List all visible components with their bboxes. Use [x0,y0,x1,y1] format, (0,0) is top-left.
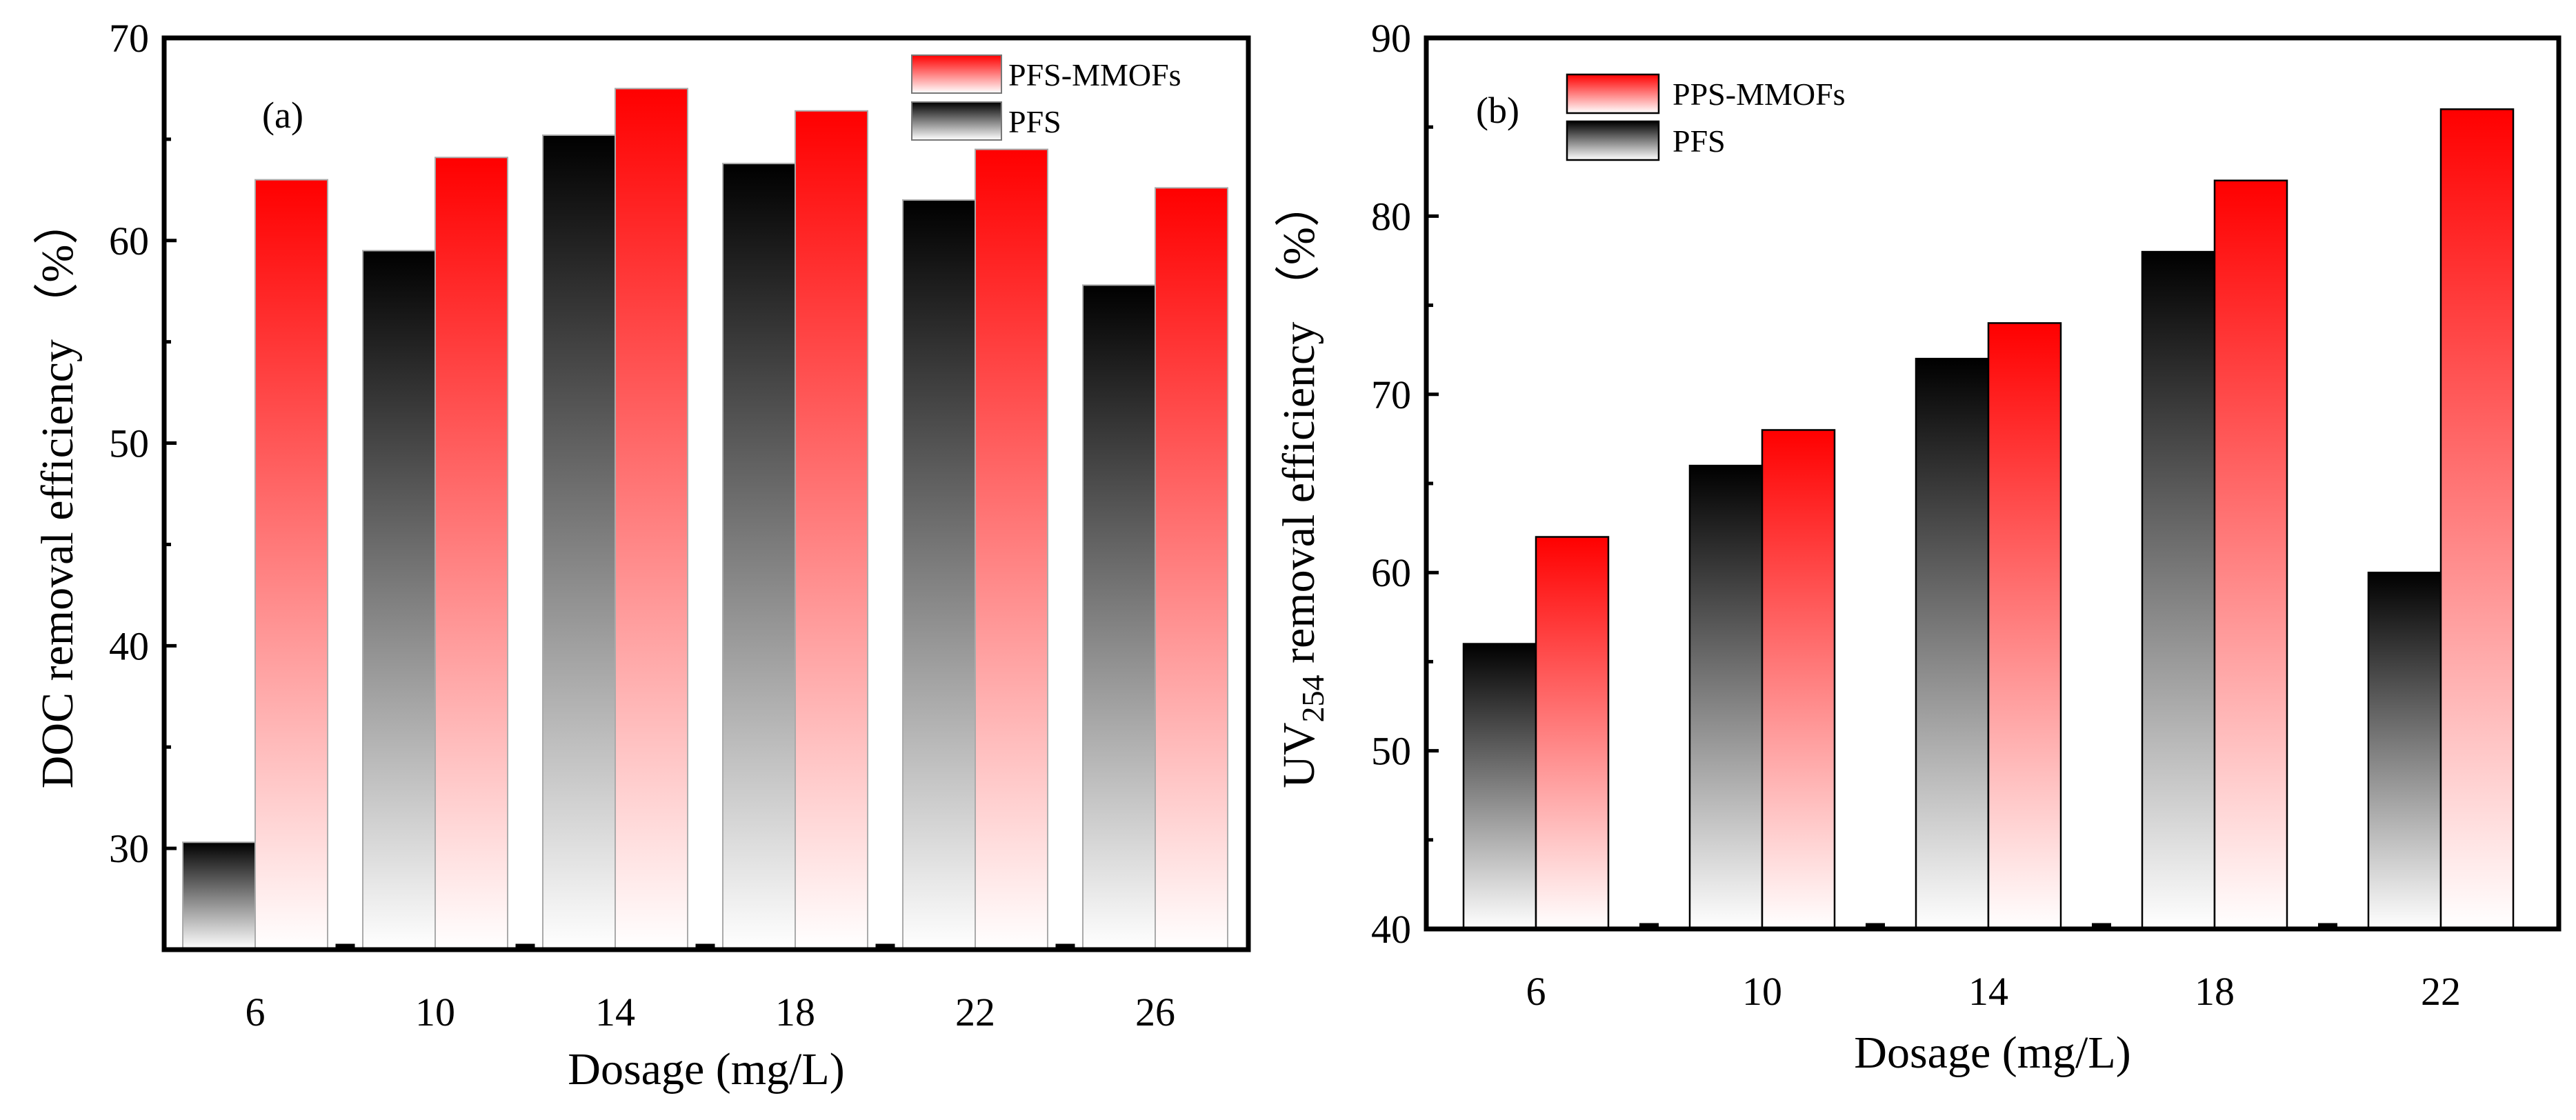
x-tick-label: 14 [1968,969,2008,1014]
panel-b-ticks: 40 50 60 70 80 90 6 10 14 18 22 [1371,16,2461,1014]
y-tick-label: 50 [109,421,149,466]
bar-pps-mmofs-10 [1761,429,1836,930]
panel-b-y-axis-title-main: UV [1274,723,1324,788]
bar-pfs-10 [362,250,436,950]
x-tick-label: 14 [595,990,635,1034]
y-tick-label: 40 [1371,907,1411,952]
x-tick-label: 18 [2195,969,2235,1014]
panel-a-label: (a) [262,94,303,136]
bar-pfs-6 [1462,643,1537,930]
panel-b-y-axis-title-subscript: 254 [1295,675,1330,723]
bar-pps-mmofs-18 [2213,179,2288,930]
panel-a-ticks: 30 40 50 60 70 6 10 14 18 22 26 [109,16,1175,1034]
legend-swatch-pfs-b [1566,120,1660,161]
y-tick-label: 50 [1371,729,1411,774]
x-tick-label: 26 [1135,990,1175,1034]
panel-a-bars [182,88,1228,951]
panel-b-y-axis-title: UV254 removal efficiency （%） [1274,181,1330,788]
legend-swatch-pfs-mmofs [911,54,1002,94]
x-tick-label: 6 [1526,969,1546,1014]
panel-b-y-axis-title-rest: removal efficiency （%） [1274,181,1324,674]
bar-pfs-mmofs-26 [1155,187,1228,951]
panel-b-label: (b) [1476,90,1519,131]
y-tick-label: 60 [109,219,149,263]
legend-label-pfs-mmofs: PFS-MMOFs [1008,57,1181,92]
legend-label-pps-mmofs: PPS-MMOFs [1673,77,1846,112]
bar-pfs-6 [182,841,256,950]
legend-label-pfs-b: PFS [1673,123,1726,159]
bar-pfs-18 [2141,250,2216,930]
y-tick-label: 30 [109,826,149,871]
bar-pfs-mmofs-14 [615,88,688,950]
y-tick-label: 70 [109,16,149,61]
x-tick-label: 10 [415,990,455,1034]
panel-b-bars [1462,108,2515,930]
legend-swatch-pps-mmofs [1566,73,1660,114]
x-tick-label: 22 [2421,969,2461,1014]
bar-pfs-mmofs-22 [975,148,1048,951]
panel-b-x-axis-title: Dosage (mg/L) [1854,1028,2130,1078]
bar-pfs-mmofs-10 [435,157,508,951]
bar-pfs-14 [1915,357,1990,930]
bar-pfs-22 [2367,571,2442,930]
legend-label-pfs: PFS [1008,104,1061,139]
bar-pfs-18 [722,163,796,951]
x-tick-label: 10 [1742,969,1782,1014]
y-tick-label: 60 [1371,550,1411,595]
legend-swatch-pfs [911,101,1002,141]
bar-pfs-mmofs-6 [254,179,328,951]
x-tick-label: 22 [955,990,995,1034]
y-tick-label: 40 [109,623,149,668]
y-tick-label: 70 [1371,372,1411,417]
y-tick-label: 90 [1371,16,1411,61]
panel-b-legend: PPS-MMOFs PFS [1566,73,1846,161]
x-tick-label: 6 [246,990,266,1034]
panel-a-y-axis-title: DOC removal efficiency （%） [32,199,83,789]
bar-pfs-22 [902,199,976,950]
bar-pps-mmofs-6 [1535,536,1610,930]
bar-pps-mmofs-14 [1987,322,2062,930]
bar-pfs-mmofs-18 [795,110,868,950]
bar-pfs-14 [542,134,616,951]
x-tick-label: 18 [775,990,815,1034]
panel-a-x-axis-title: Dosage (mg/L) [568,1044,844,1094]
panel-a-legend: PFS-MMOFs PFS [911,54,1181,141]
bar-pps-mmofs-22 [2439,108,2515,930]
bar-pfs-26 [1082,284,1156,950]
bar-pfs-10 [1688,464,1764,930]
y-tick-label: 80 [1371,194,1411,239]
